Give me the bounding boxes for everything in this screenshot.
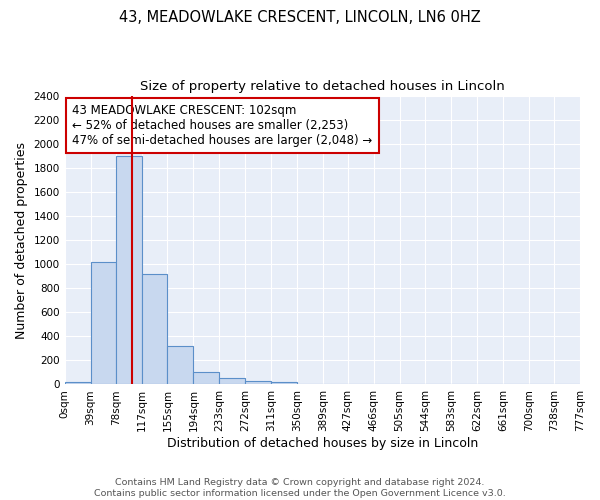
Bar — [167, 346, 193, 385]
Text: 43, MEADOWLAKE CRESCENT, LINCOLN, LN6 0HZ: 43, MEADOWLAKE CRESCENT, LINCOLN, LN6 0H… — [119, 10, 481, 25]
Text: 43 MEADOWLAKE CRESCENT: 102sqm
← 52% of detached houses are smaller (2,253)
47% : 43 MEADOWLAKE CRESCENT: 102sqm ← 52% of … — [73, 104, 373, 147]
Bar — [271, 382, 297, 384]
Bar — [65, 382, 91, 384]
X-axis label: Distribution of detached houses by size in Lincoln: Distribution of detached houses by size … — [167, 437, 478, 450]
Bar — [116, 156, 142, 384]
Y-axis label: Number of detached properties: Number of detached properties — [15, 142, 28, 338]
Title: Size of property relative to detached houses in Lincoln: Size of property relative to detached ho… — [140, 80, 505, 93]
Bar — [142, 274, 167, 384]
Bar — [91, 262, 116, 384]
Bar — [193, 372, 219, 384]
Bar — [245, 381, 271, 384]
Bar — [219, 378, 245, 384]
Text: Contains HM Land Registry data © Crown copyright and database right 2024.
Contai: Contains HM Land Registry data © Crown c… — [94, 478, 506, 498]
